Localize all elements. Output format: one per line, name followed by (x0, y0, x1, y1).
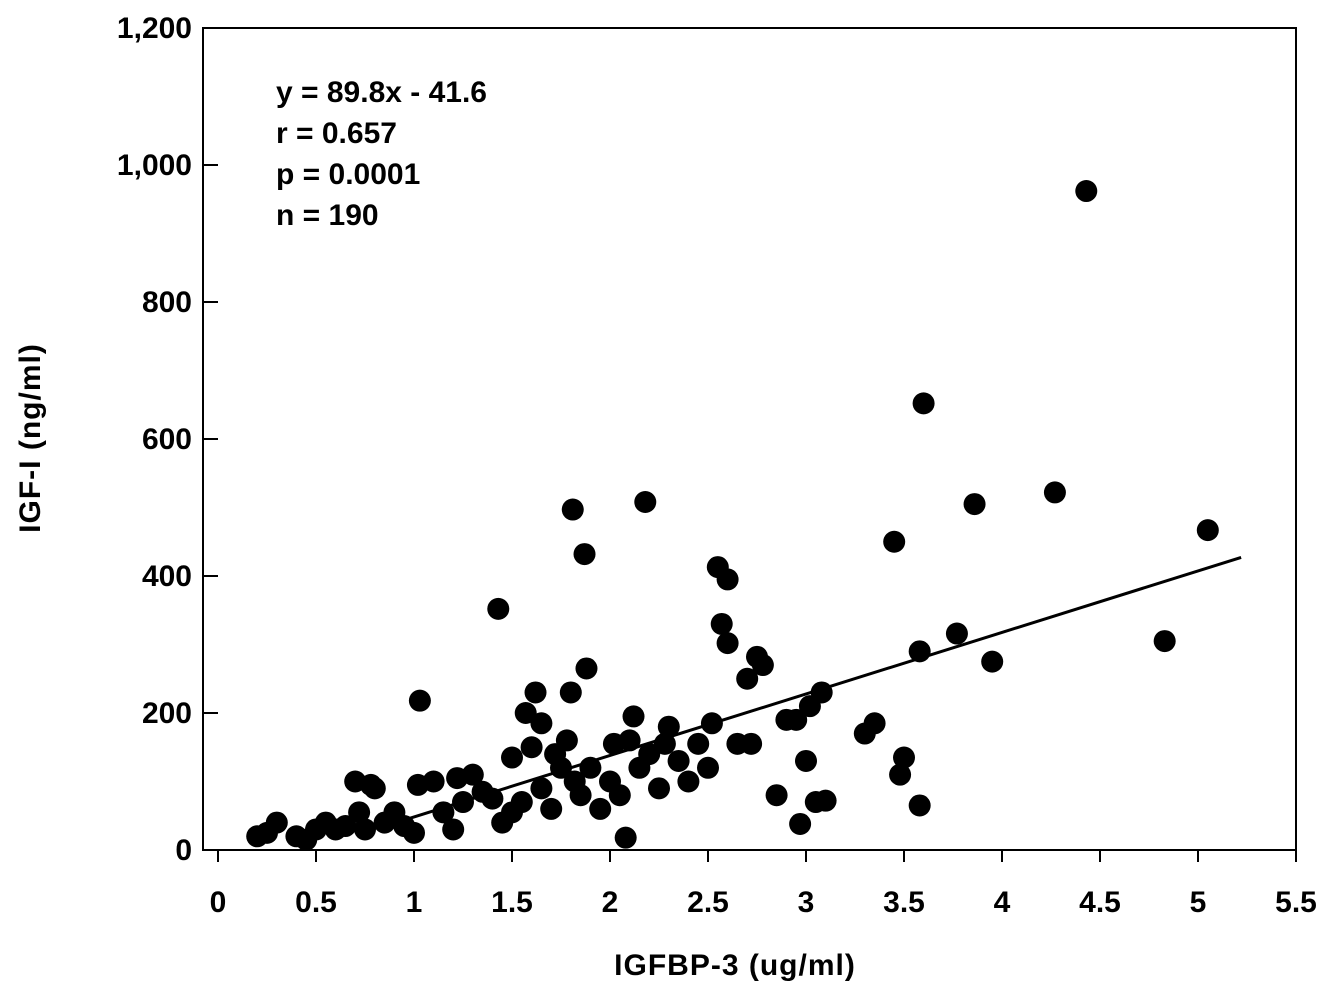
data-point (814, 789, 837, 812)
data-point (569, 784, 592, 807)
data-point (638, 743, 661, 766)
data-points (246, 180, 1219, 851)
data-point (530, 777, 553, 800)
data-point (716, 568, 739, 591)
data-point (618, 729, 641, 752)
data-point (442, 818, 465, 841)
data-point (789, 812, 812, 835)
annotation-block: y = 89.8x - 41.6 r = 0.657 p = 0.0001 n = 1… (276, 76, 487, 232)
data-point (589, 797, 612, 820)
data-point (912, 392, 935, 415)
data-point (908, 794, 931, 817)
data-point (765, 784, 788, 807)
data-point (487, 597, 510, 620)
data-point (945, 622, 968, 645)
data-point (363, 777, 386, 800)
stat-annotation: r = 0.657 (276, 117, 397, 150)
data-point (981, 650, 1004, 673)
y-tick-label: 800 (142, 286, 192, 319)
x-tick-label: 4.5 (1079, 886, 1121, 919)
data-point (785, 708, 808, 731)
stat-annotation: y = 89.8x - 41.6 (276, 76, 487, 109)
data-point (265, 811, 288, 834)
data-point (634, 491, 657, 514)
data-point (614, 826, 637, 849)
y-tick-label: 400 (142, 560, 192, 593)
data-point (657, 715, 680, 738)
data-point (608, 784, 631, 807)
y-axis-title: IGF-I (ng/ml) (14, 343, 47, 533)
x-tick-label: 0.5 (295, 886, 337, 919)
data-point (1196, 519, 1219, 542)
data-point (710, 612, 733, 635)
x-tick-label: 4 (994, 886, 1011, 919)
data-point (575, 657, 598, 680)
stat-annotation: n = 190 (276, 199, 379, 232)
data-point (795, 749, 817, 772)
data-point (883, 530, 906, 553)
x-tick-label: 2.5 (687, 886, 729, 919)
data-point (555, 729, 578, 752)
data-point (889, 763, 912, 786)
data-point (403, 821, 425, 844)
data-point (736, 667, 759, 690)
data-point (648, 777, 670, 800)
data-point (677, 770, 700, 793)
x-axis-title: IGFBP-3 (ug/ml) (614, 949, 856, 982)
y-tick-label: 600 (142, 423, 192, 456)
data-point (559, 681, 582, 704)
data-point (408, 689, 431, 712)
data-point (422, 770, 445, 793)
plot-frame (202, 27, 1297, 851)
data-point (461, 763, 484, 786)
x-tick-label: 3 (798, 886, 815, 919)
data-point (863, 712, 886, 735)
y-tick-label: 0 (175, 834, 192, 867)
data-point (653, 732, 676, 755)
data-point (697, 756, 719, 779)
x-tick-label: 3.5 (883, 886, 925, 919)
trend-line (407, 555, 1242, 821)
x-tick-label: 5 (1190, 886, 1207, 919)
data-point (573, 543, 596, 566)
data-point (520, 736, 543, 759)
x-tick-label: 1.5 (491, 886, 533, 919)
data-point (751, 654, 774, 677)
data-point (540, 797, 563, 820)
y-tick-label: 1,000 (117, 149, 192, 182)
data-point (687, 732, 710, 755)
data-point (501, 746, 523, 769)
data-point (667, 749, 690, 772)
data-point (530, 712, 553, 735)
x-tick-label: 0 (210, 886, 227, 919)
data-point (1075, 180, 1098, 203)
y-tick-label: 200 (142, 697, 192, 730)
data-point (348, 801, 371, 824)
x-tick-label: 1 (406, 886, 423, 919)
data-point (716, 632, 739, 655)
data-point (1153, 630, 1176, 653)
data-point (524, 681, 547, 704)
data-point (893, 746, 915, 769)
stat-annotation: p = 0.0001 (276, 158, 420, 191)
data-point (1043, 481, 1066, 504)
x-axis: 0 0.5 1 1.5 2 2.5 3 3.5 4 4.5 5 5.5 (210, 850, 1317, 919)
x-tick-label: 2 (602, 886, 619, 919)
y-axis: 0 200 400 600 800 1,000 1,200 (117, 12, 218, 867)
data-point (514, 702, 537, 724)
y-tick-label: 1,200 (117, 12, 192, 45)
data-point (354, 818, 376, 841)
x-tick-label: 5.5 (1275, 886, 1317, 919)
data-point (561, 498, 584, 521)
data-point (740, 732, 763, 755)
data-point (963, 493, 986, 516)
data-point (334, 815, 357, 838)
data-point (622, 705, 645, 728)
data-point (510, 791, 533, 814)
